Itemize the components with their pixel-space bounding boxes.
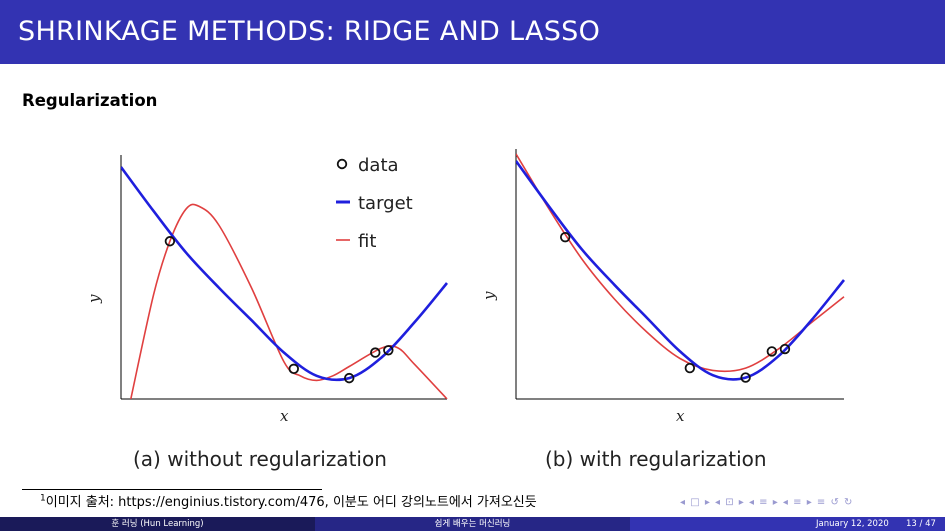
legend-label-data: data	[358, 155, 399, 176]
footnote-divider	[22, 489, 322, 490]
legend-label-fit: fit	[358, 231, 376, 252]
slide-header: SHRINKAGE METHODS: RIDGE AND LASSO	[0, 0, 945, 64]
data-point	[766, 346, 778, 357]
data-point	[560, 231, 571, 243]
caption-without-regularization: (a) without regularization	[133, 447, 387, 471]
footer-info: January 12, 2020 13 / 47	[630, 517, 945, 531]
x-axis-label: x	[676, 407, 685, 425]
footer-author: 훈 러닝 (Hun Learning)	[0, 517, 315, 531]
data-point	[779, 343, 791, 355]
data-point	[740, 372, 751, 383]
legend-data-symbol	[336, 158, 348, 170]
data-point	[383, 345, 394, 356]
footer-date: January 12, 2020	[816, 519, 889, 529]
x-axis-label: x	[280, 407, 289, 425]
footnote-marker: 1	[40, 493, 46, 504]
panel-without-regularization: x y data target fit	[85, 155, 449, 425]
slide-footer: 훈 러닝 (Hun Learning) 쉽게 배우는 머신러닝 January …	[0, 517, 945, 531]
slide-title: SHRINKAGE METHODS: RIDGE AND LASSO	[18, 16, 601, 47]
footer-course: 쉽게 배우는 머신러닝	[315, 517, 630, 531]
y-axis-label: y	[480, 291, 498, 301]
beamer-navigation-icons[interactable]: ◂ □ ▸ ◂ ⊡ ▸ ◂ ≡ ▸ ◂ ≡ ▸ ≡ ↺ ↻	[680, 497, 854, 508]
fit-curve	[516, 153, 845, 373]
legend-label-target: target	[358, 193, 413, 214]
data-point	[344, 372, 355, 384]
panel-with-regularization: xy	[480, 149, 846, 425]
caption-with-regularization: (b) with regularization	[545, 447, 767, 471]
chart-legend: data target fit	[336, 155, 413, 252]
footer-page-number: 13 / 47	[906, 519, 936, 529]
section-subtitle: Regularization	[22, 91, 158, 110]
footnote-text: 이미지 출처: https://enginius.tistory.com/476…	[45, 495, 537, 510]
data-point	[164, 236, 176, 247]
footnote: 1이미지 출처: https://enginius.tistory.com/47…	[40, 491, 537, 510]
data-point	[370, 347, 381, 358]
y-axis-label: y	[85, 294, 103, 304]
data-point	[684, 362, 696, 374]
data-point	[288, 363, 299, 375]
target-curve	[516, 160, 846, 381]
